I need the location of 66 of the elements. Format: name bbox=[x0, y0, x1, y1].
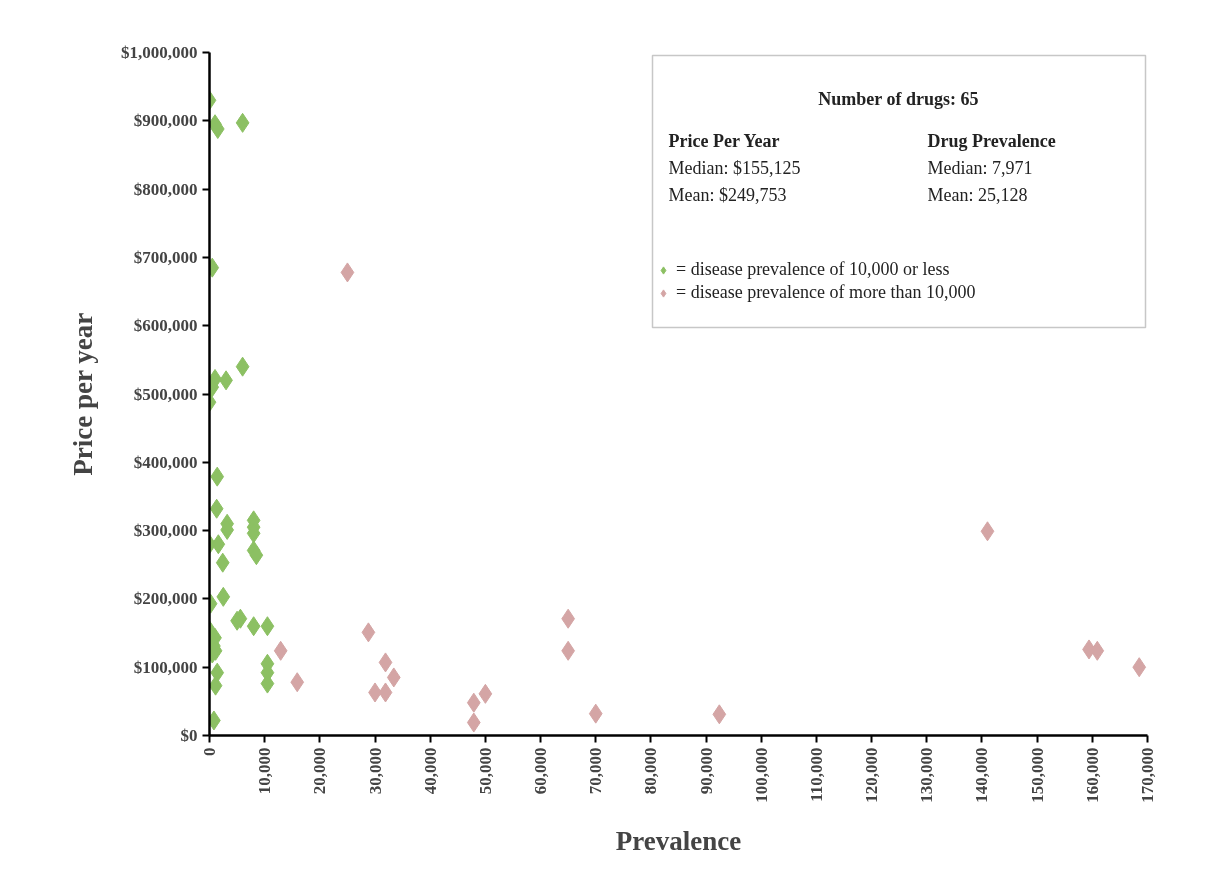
y-tick-label: $700,000 bbox=[133, 247, 198, 267]
y-tick-label: $400,000 bbox=[133, 452, 198, 472]
x-axis-title: Prevalence bbox=[615, 825, 742, 856]
x-tick-label: 0 bbox=[200, 747, 219, 756]
x-tick-label: 170,000 bbox=[1138, 747, 1157, 803]
annotation: Median: 7,971 bbox=[927, 157, 1033, 178]
x-tick-label: 40,000 bbox=[420, 747, 440, 795]
x-tick-label: 110,000 bbox=[806, 747, 826, 802]
annotation: Price Per Year bbox=[668, 130, 780, 151]
y-tick-label: $500,000 bbox=[133, 384, 198, 404]
y-tick-label: $800,000 bbox=[133, 179, 198, 199]
point bbox=[215, 552, 230, 573]
annotation: Mean: 25,128 bbox=[927, 184, 1028, 205]
point bbox=[378, 652, 393, 673]
point bbox=[210, 119, 225, 139]
y-tick-label: $0 bbox=[180, 726, 198, 745]
point bbox=[712, 704, 727, 725]
y-tick-label: $600,000 bbox=[133, 316, 198, 336]
point bbox=[235, 112, 250, 133]
x-tick-label: 80,000 bbox=[641, 747, 661, 795]
x-tick-label: 150,000 bbox=[1027, 747, 1047, 803]
point bbox=[386, 667, 401, 688]
x-tick-label: 160,000 bbox=[1082, 747, 1102, 803]
point bbox=[588, 703, 603, 724]
x-tick-label: 130,000 bbox=[917, 747, 937, 803]
x-tick-label: 140,000 bbox=[972, 747, 992, 803]
point bbox=[466, 712, 481, 733]
x-tick-label: 20,000 bbox=[310, 747, 330, 795]
y-tick-label: $300,000 bbox=[133, 521, 198, 541]
legend-label: = disease prevalence of 10,000 or less bbox=[676, 259, 950, 280]
y-tick-label: $1,000,000 bbox=[121, 43, 198, 62]
y-tick-label: $200,000 bbox=[133, 589, 198, 609]
y-axis-title: Price per year bbox=[68, 312, 98, 476]
point bbox=[209, 498, 224, 519]
point bbox=[211, 534, 226, 555]
x-tick-label: 50,000 bbox=[475, 747, 495, 795]
point bbox=[478, 683, 493, 704]
x-tick-label: 90,000 bbox=[696, 747, 716, 795]
point bbox=[235, 356, 250, 377]
annotation: Number of drugs: 65 bbox=[818, 88, 979, 109]
point bbox=[216, 586, 231, 607]
point bbox=[290, 672, 305, 693]
point bbox=[210, 466, 225, 487]
point bbox=[260, 616, 275, 637]
point bbox=[378, 682, 393, 703]
x-tick-label: 120,000 bbox=[862, 747, 882, 803]
point bbox=[361, 622, 376, 643]
point bbox=[466, 692, 481, 713]
y-tick-label: $100,000 bbox=[133, 657, 198, 677]
point bbox=[246, 616, 261, 637]
point bbox=[1090, 640, 1105, 661]
point bbox=[980, 521, 995, 542]
x-tick-label: 70,000 bbox=[586, 747, 606, 795]
legend-label: = disease prevalence of more than 10,000 bbox=[676, 282, 976, 303]
point bbox=[249, 545, 264, 566]
point bbox=[340, 262, 355, 283]
x-tick-label: 30,000 bbox=[365, 747, 385, 795]
annotation: Drug Prevalence bbox=[927, 130, 1056, 151]
x-tick-label: 60,000 bbox=[531, 747, 551, 795]
annotation: Mean: $249,753 bbox=[668, 184, 787, 205]
point bbox=[1132, 657, 1147, 678]
point bbox=[273, 640, 288, 661]
annotation: Median: $155,125 bbox=[668, 157, 801, 178]
x-tick-label: 10,000 bbox=[255, 747, 275, 795]
y-tick-label: $900,000 bbox=[133, 111, 198, 131]
x-tick-label: 100,000 bbox=[751, 747, 771, 803]
